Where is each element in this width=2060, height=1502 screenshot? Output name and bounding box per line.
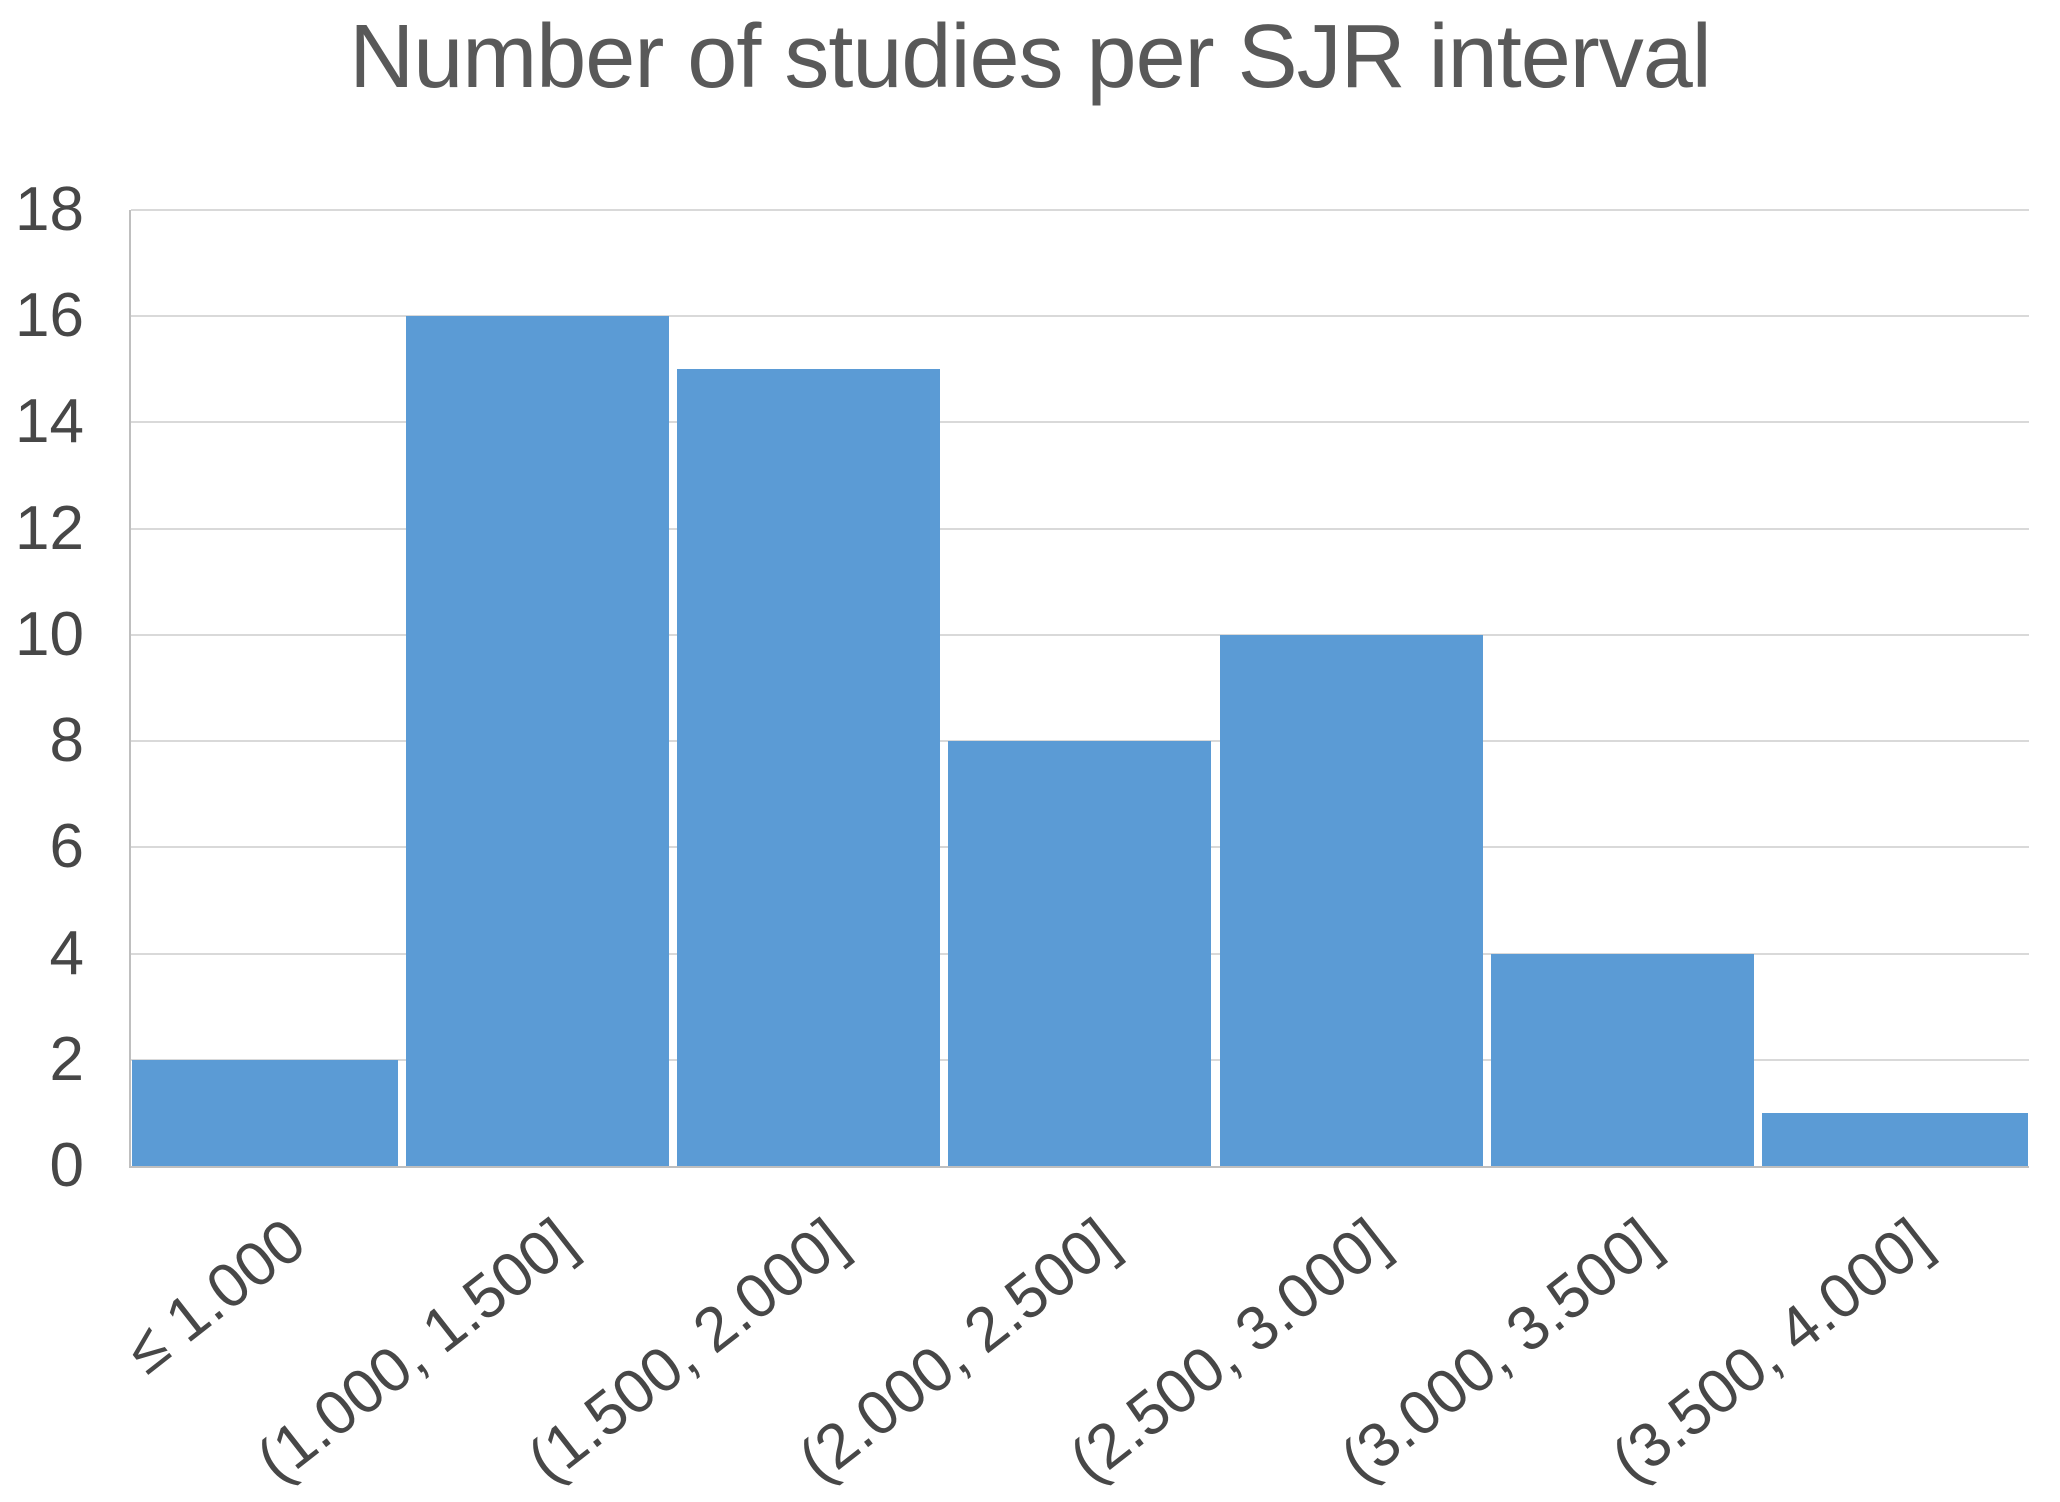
y-axis-tick-label: 10 bbox=[15, 599, 84, 669]
bar bbox=[948, 741, 1212, 1166]
x-axis-line bbox=[129, 1166, 2029, 1168]
y-axis-tick-label: 14 bbox=[15, 387, 84, 457]
y-axis-tick-label: 18 bbox=[15, 175, 84, 244]
chart-title: Number of studies per SJR interval bbox=[349, 7, 1712, 107]
gridline bbox=[131, 633, 2029, 636]
y-axis-line bbox=[129, 210, 131, 1168]
bar bbox=[1219, 634, 1483, 1166]
y-axis-tick-label: 6 bbox=[49, 812, 84, 882]
y-axis-tick-label: 16 bbox=[15, 281, 84, 351]
bar bbox=[1490, 953, 1754, 1166]
y-axis-tick-label: 0 bbox=[49, 1131, 84, 1200]
gridline bbox=[131, 209, 2029, 211]
y-axis-tick-label: 4 bbox=[49, 918, 84, 988]
bar bbox=[1761, 1112, 2028, 1166]
gridline bbox=[131, 315, 2029, 318]
bar bbox=[406, 316, 670, 1166]
y-axis-tick-label: 8 bbox=[49, 706, 84, 776]
y-axis-tick-label: 2 bbox=[49, 1024, 84, 1094]
gridline bbox=[131, 527, 2029, 530]
gridline bbox=[131, 421, 2029, 424]
y-axis-tick-label: 12 bbox=[15, 493, 84, 563]
bar bbox=[132, 1059, 399, 1166]
x-axis-category-label: ≤ 1.000 bbox=[112, 1205, 318, 1388]
bar bbox=[677, 369, 941, 1166]
